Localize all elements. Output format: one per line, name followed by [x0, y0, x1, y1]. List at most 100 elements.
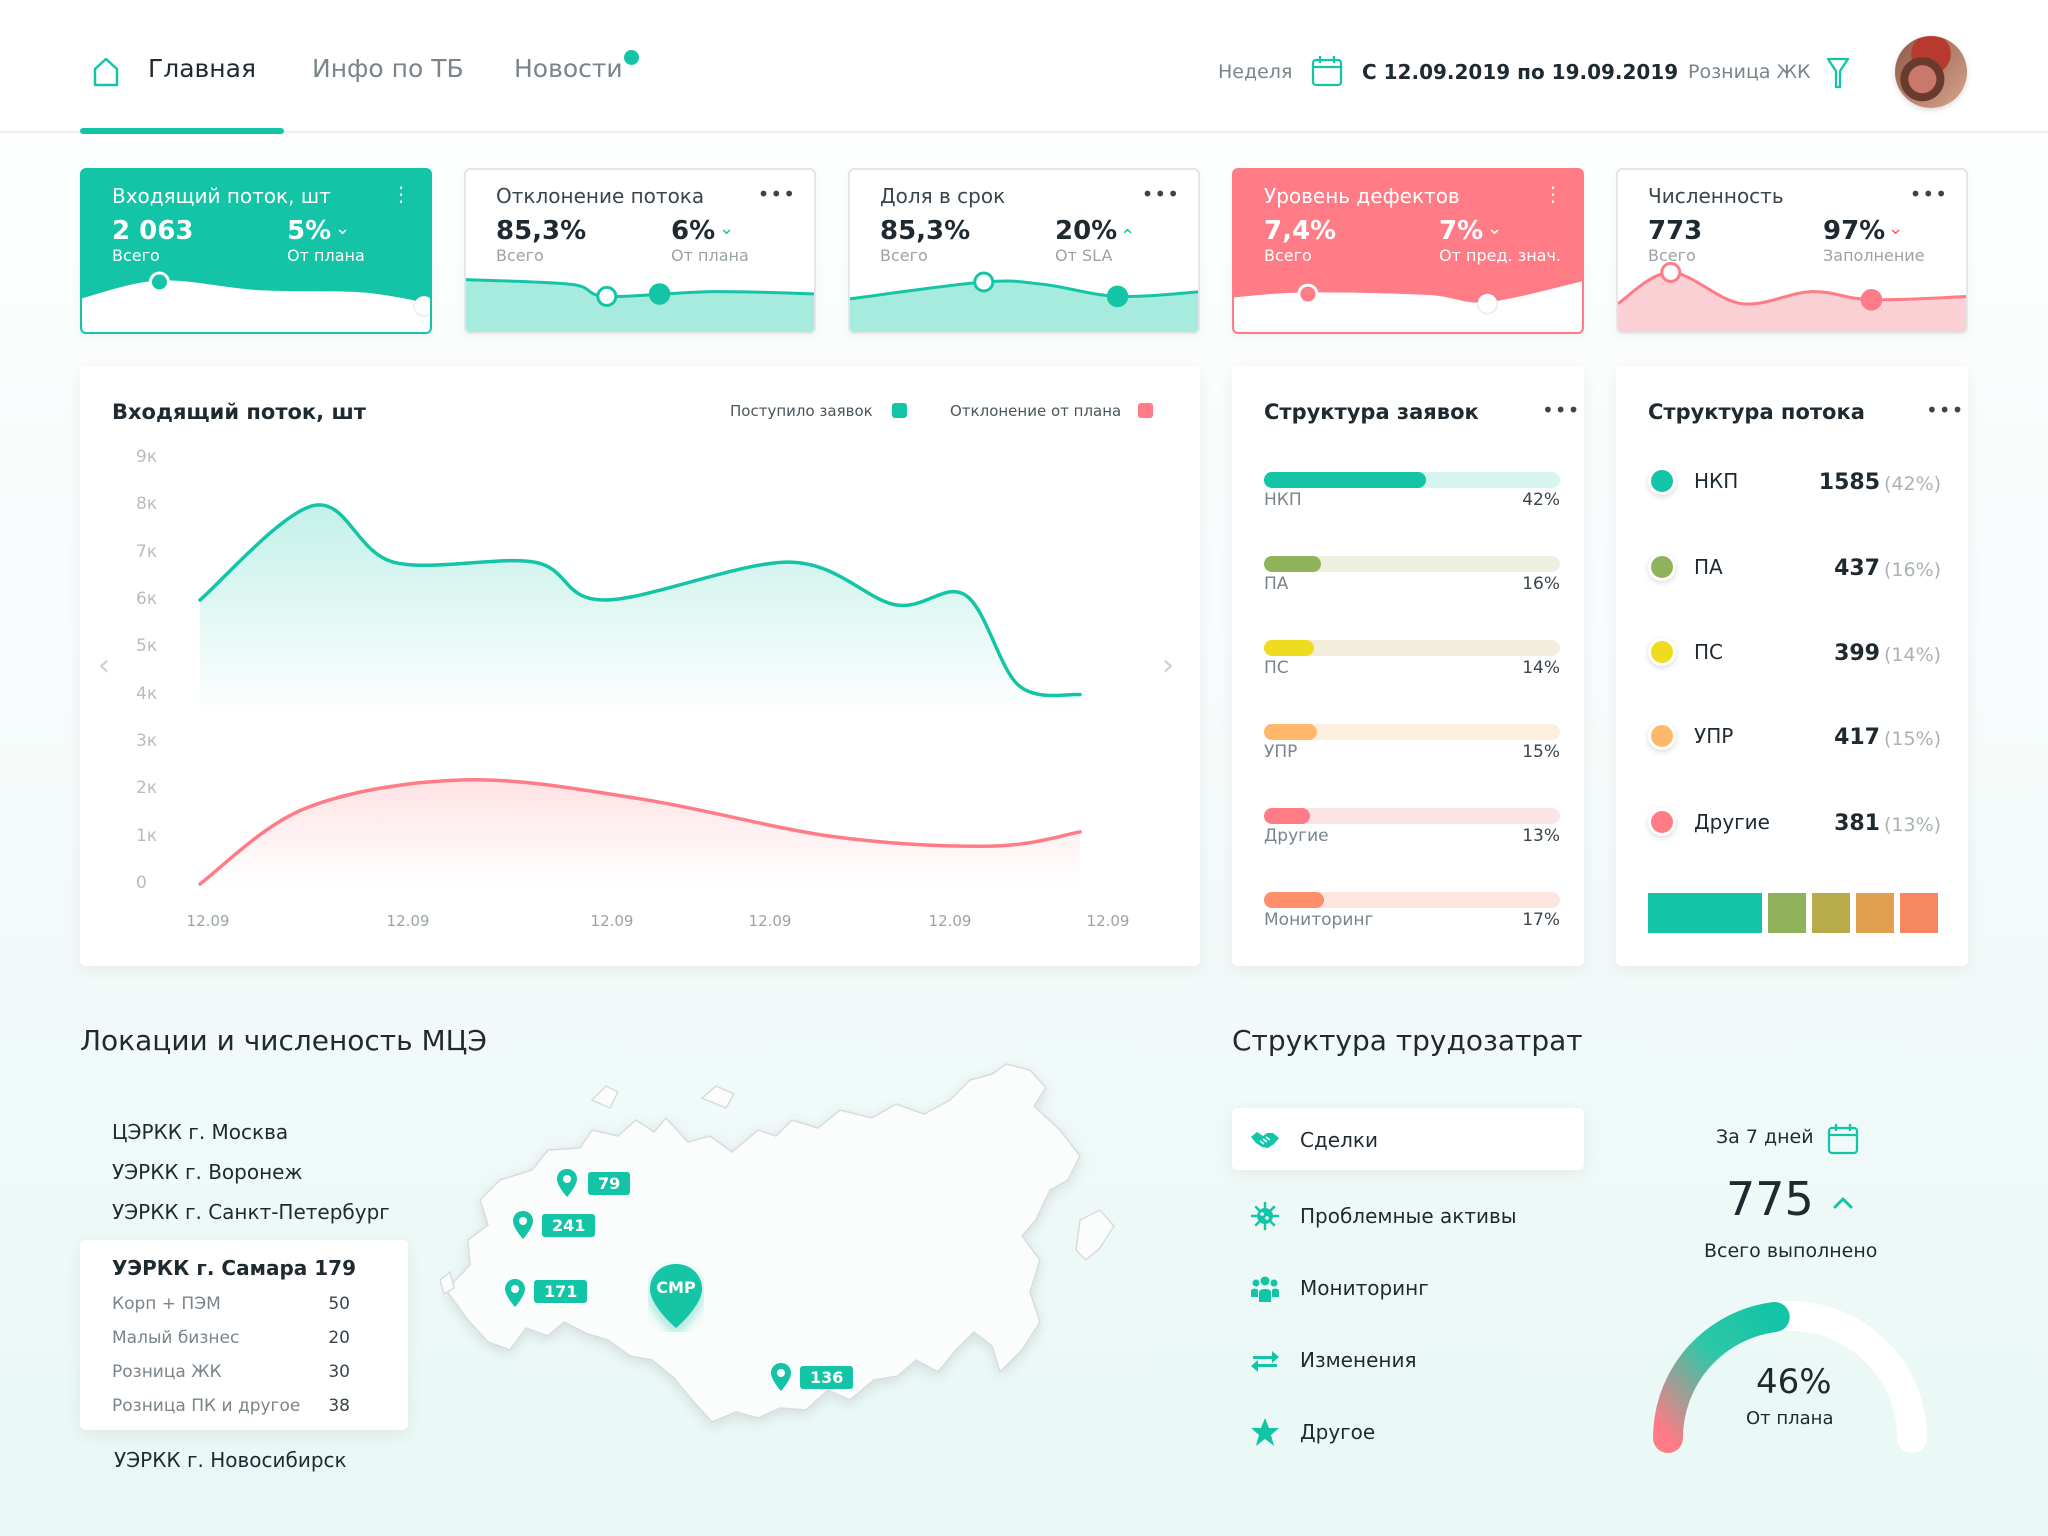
kpi-value-label: Всего	[880, 246, 928, 265]
location-item[interactable]: УЭРКК г. Санкт-Петербург	[112, 1200, 390, 1224]
user-avatar[interactable]	[1895, 36, 1967, 108]
location-sub-label: Корп + ПЭМ	[112, 1294, 221, 1314]
chevron-down-icon: ⌄	[1888, 218, 1904, 239]
kpi-sparkline-line	[1234, 281, 1582, 306]
kpi-sparkline-line	[850, 279, 1198, 301]
flow-stacked-segment[interactable]	[1648, 893, 1762, 933]
gauge-percent-label: От плана	[1746, 1408, 1834, 1429]
samara-marker-label[interactable]: СМР	[656, 1278, 696, 1297]
selected-location-card[interactable]: УЭРКК г. Самара 179 Корп + ПЭМ 50 Малый …	[80, 1240, 408, 1430]
kpi-point-open[interactable]	[148, 271, 170, 293]
tab-news[interactable]: Новости	[514, 54, 623, 83]
request-bar-label: Мониторинг	[1264, 910, 1374, 930]
request-bar-track[interactable]	[1264, 472, 1560, 488]
flow-color-dot	[1648, 808, 1676, 836]
kpi-point-open[interactable]	[1660, 262, 1682, 283]
map-pin-icon[interactable]	[512, 1210, 534, 1240]
kpi-sparkline	[850, 271, 1198, 332]
kpi-title: Входящий поток, шт	[112, 184, 331, 208]
labor-item-monitoring[interactable]: Мониторинг	[1232, 1256, 1584, 1318]
request-bar-percent: 42%	[1522, 490, 1560, 510]
kpi-point-filled[interactable]	[413, 295, 432, 317]
flow-stacked-segment[interactable]	[1900, 893, 1938, 933]
chevron-down-icon: ⌄	[335, 218, 351, 239]
flow-stacked-segment[interactable]	[1812, 893, 1850, 933]
request-bar-track[interactable]	[1264, 556, 1560, 572]
kpi-on-time-share[interactable]: Доля в срок ••• 85,3% Всего 20% От SLA ⌃	[848, 168, 1200, 334]
map-pin-icon[interactable]	[504, 1278, 526, 1308]
flow-label: Другие	[1694, 810, 1770, 834]
labor-item-deals[interactable]: Сделки	[1232, 1108, 1584, 1170]
kpi-menu-icon[interactable]: •••	[757, 182, 796, 206]
kpi-menu-icon[interactable]: ⋮	[391, 182, 412, 206]
kpi-point-filled[interactable]	[1106, 285, 1129, 308]
map-pin-count[interactable]: 241	[542, 1214, 596, 1237]
kpi-delta: 97%	[1823, 216, 1886, 246]
x-tick-label: 12.09	[1086, 912, 1130, 930]
period-range[interactable]: С 12.09.2019 по 19.09.2019	[1362, 60, 1679, 84]
location-item[interactable]: УЭРКК г. Новосибирск	[114, 1448, 347, 1472]
map-pin-count[interactable]: 79	[588, 1172, 631, 1195]
map-pin-icon[interactable]	[556, 1168, 578, 1198]
kpi-value-label: Всего	[496, 246, 544, 265]
flow-structure-menu-icon[interactable]: •••	[1926, 398, 1965, 422]
gauge-period[interactable]: За 7 дней	[1716, 1126, 1814, 1148]
labor-item-problem-assets[interactable]: Проблемные активы	[1232, 1184, 1584, 1246]
labor-item-changes[interactable]: Изменения	[1232, 1328, 1584, 1390]
kpi-point-open[interactable]	[1297, 283, 1319, 305]
kpi-value: 773	[1648, 216, 1703, 246]
location-sub-value: 20	[328, 1328, 350, 1348]
request-bar-track[interactable]	[1264, 808, 1560, 824]
kpi-menu-icon[interactable]: •••	[1141, 182, 1180, 206]
kpi-point-filled[interactable]	[1476, 292, 1499, 315]
flow-percent: (14%)	[1884, 644, 1942, 666]
kpi-delta: 20%	[1055, 216, 1118, 246]
filter-icon[interactable]	[1826, 56, 1850, 90]
request-bar-track[interactable]	[1264, 640, 1560, 656]
tab-info-tb[interactable]: Инфо по ТБ	[312, 54, 464, 83]
chevron-right-icon[interactable]: ›	[1162, 648, 1174, 683]
location-sub-value: 38	[328, 1396, 350, 1416]
kpi-point-filled[interactable]	[1860, 289, 1883, 311]
samara-marker-icon[interactable]	[648, 1262, 704, 1332]
labor-item-label: Мониторинг	[1300, 1276, 1429, 1300]
request-bar-label: ПС	[1264, 658, 1289, 678]
request-bar-track[interactable]	[1264, 892, 1560, 908]
location-item[interactable]: УЭРКК г. Воронеж	[112, 1160, 303, 1184]
y-tick-label: 5к	[136, 636, 158, 657]
kpi-incoming-flow[interactable]: Входящий поток, шт ⋮ 2 063 Всего 5% От плана ⌄	[80, 168, 432, 334]
x-tick-label: 12.09	[748, 912, 792, 930]
calendar-icon[interactable]	[1310, 54, 1344, 88]
chevron-left-icon[interactable]: ‹	[98, 648, 110, 683]
kpi-sparkline	[1234, 281, 1582, 332]
segment-label[interactable]: Розница ЖК	[1688, 61, 1811, 83]
flow-stacked-segment[interactable]	[1856, 893, 1894, 933]
request-structure-menu-icon[interactable]: •••	[1542, 398, 1581, 422]
labor-item-label: Изменения	[1300, 1348, 1417, 1372]
map-pin-count[interactable]: 171	[534, 1280, 588, 1303]
map-pin-count[interactable]: 136	[800, 1366, 854, 1389]
kpi-defect-level[interactable]: Уровень дефектов ⋮ 7,4% Всего 7% От пред. зна…	[1232, 168, 1584, 334]
request-bar-track[interactable]	[1264, 724, 1560, 740]
kpi-menu-icon[interactable]: •••	[1909, 182, 1948, 206]
kpi-point-open[interactable]	[973, 271, 995, 293]
kpi-title: Численность	[1648, 184, 1784, 208]
tab-home[interactable]: Главная	[148, 54, 256, 83]
kpi-headcount[interactable]: Численность ••• 773 Всего 97% Заполнение ⌄	[1616, 168, 1968, 334]
location-item[interactable]: ЦЭРКК г. Москва	[112, 1120, 289, 1144]
labor-item-other[interactable]: Другое	[1232, 1400, 1584, 1462]
request-bar-percent: 13%	[1522, 826, 1560, 846]
kpi-point-open[interactable]	[596, 285, 618, 307]
kpi-menu-icon[interactable]: ⋮	[1543, 182, 1564, 206]
kpi-delta: 5%	[287, 216, 332, 246]
map-pin-icon[interactable]	[770, 1362, 792, 1392]
kpi-point-filled[interactable]	[648, 283, 671, 305]
gauge-percent: 46%	[1756, 1362, 1832, 1402]
kpi-flow-deviation[interactable]: Отклонение потока ••• 85,3% Всего 6% От плана…	[464, 168, 816, 334]
flow-label: УПР	[1694, 724, 1734, 748]
russia-map[interactable]	[440, 1060, 1120, 1440]
calendar-icon[interactable]	[1826, 1122, 1860, 1156]
kpi-value-label: Всего	[1648, 246, 1696, 265]
flow-stacked-segment[interactable]	[1768, 893, 1806, 933]
request-bar-label: ПА	[1264, 574, 1289, 594]
